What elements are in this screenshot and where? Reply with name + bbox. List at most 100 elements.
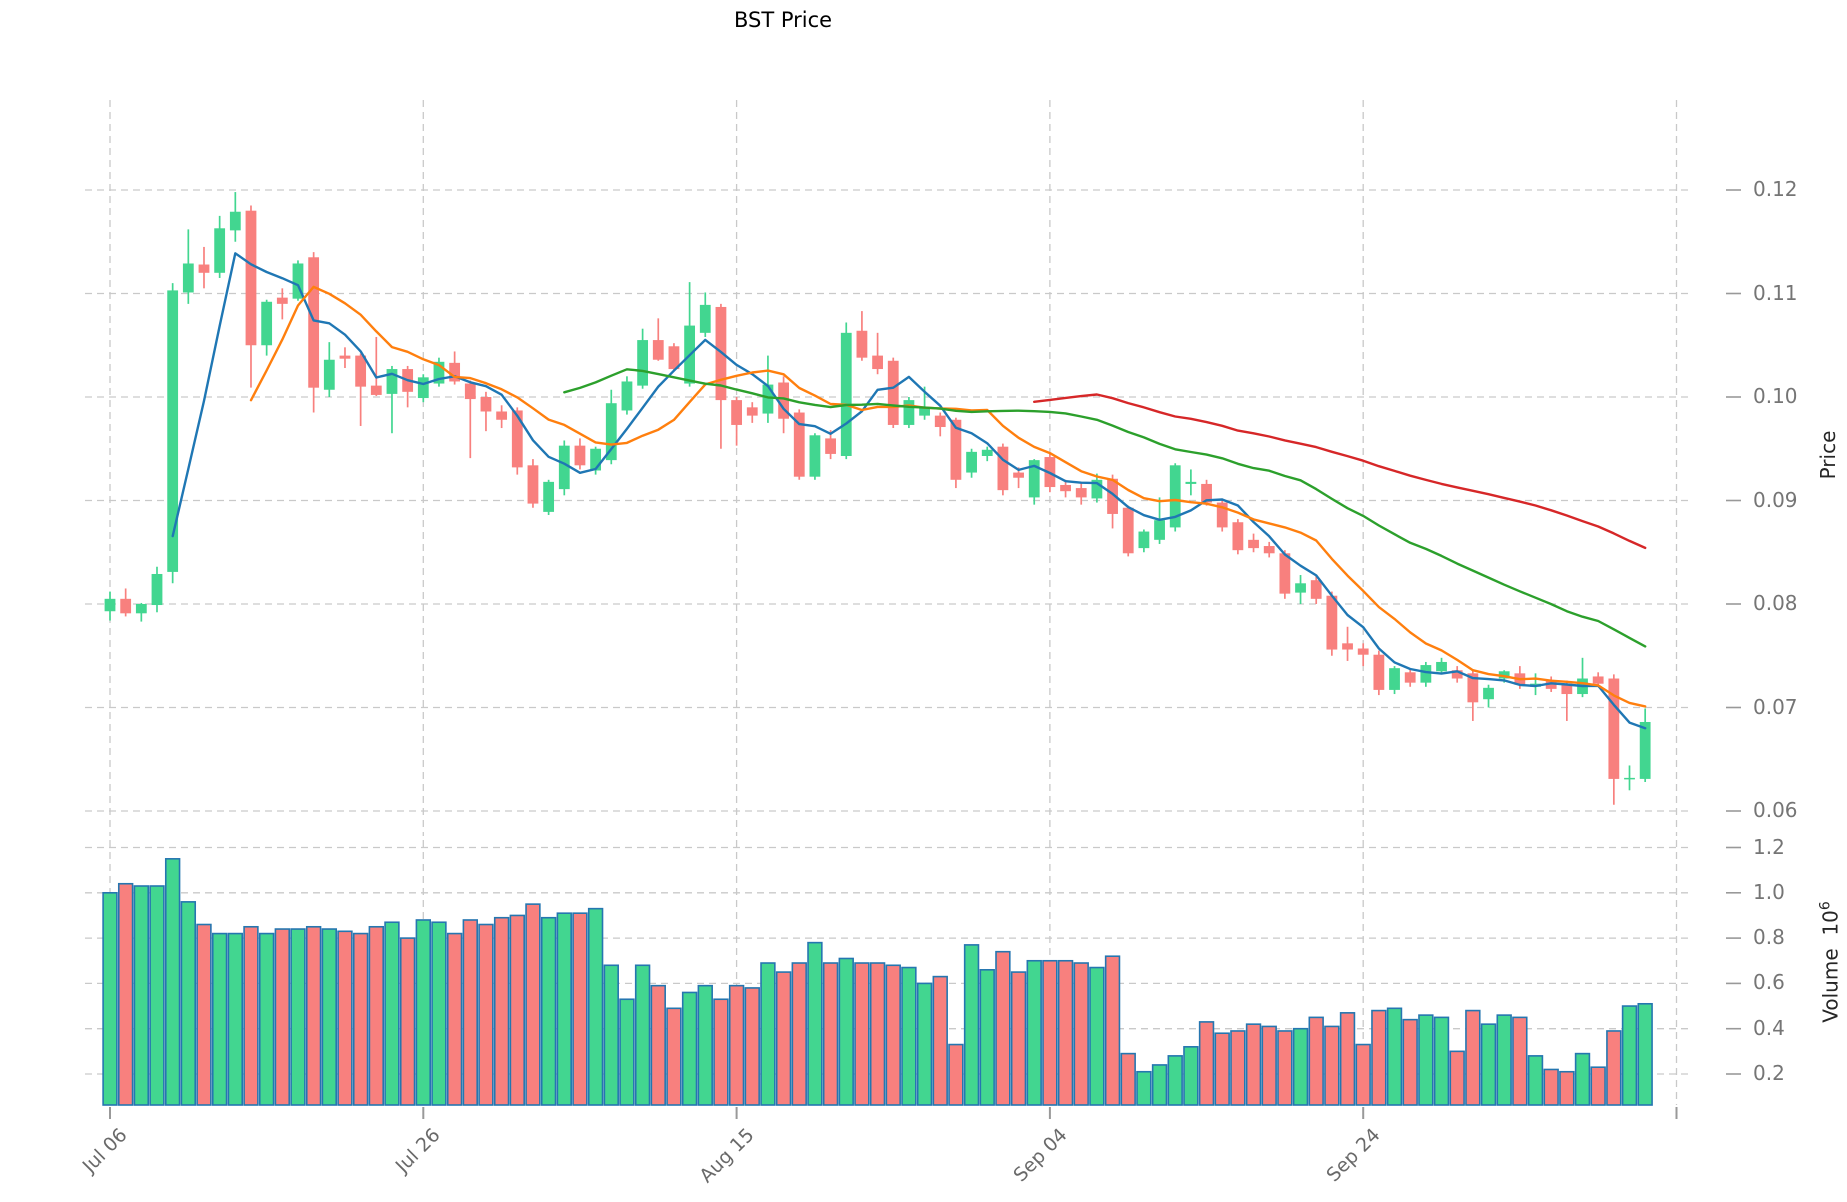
- volume-bar: [1042, 959, 1058, 1106]
- candle-body-down: [1013, 472, 1024, 478]
- volume-bar: [995, 950, 1011, 1106]
- candle-body-up: [417, 377, 429, 399]
- candle-body-down: [496, 411, 508, 420]
- volume-bar: [728, 984, 745, 1106]
- volume-bar: [1606, 1030, 1622, 1106]
- volume-bar: [556, 912, 572, 1106]
- volume-axis-title: Volume 106: [1818, 901, 1843, 1022]
- volume-bar: [963, 944, 980, 1106]
- candle-body-down: [1248, 539, 1259, 549]
- candle-body-down: [1060, 484, 1071, 492]
- candle-body-up: [1483, 687, 1494, 700]
- candle-body-up: [214, 228, 226, 273]
- price-axis-title: Price: [1816, 430, 1840, 480]
- volume-bar: [446, 932, 463, 1106]
- candle-body-up: [167, 290, 179, 572]
- volume-bar: [869, 962, 886, 1106]
- volume-tick-label: 0.6: [1753, 970, 1785, 995]
- price-tick-label: 0.06: [1753, 798, 1798, 822]
- price-tick-label: 0.07: [1753, 694, 1798, 719]
- candle-body-up: [182, 263, 194, 293]
- volume-bar: [1198, 1021, 1215, 1106]
- volume-bar: [1277, 1030, 1293, 1106]
- volume-bar: [1230, 1030, 1246, 1106]
- volume-bar: [1167, 1055, 1183, 1106]
- volume-axis-scale-exp: 6: [1817, 901, 1834, 911]
- candle-body-down: [245, 210, 257, 346]
- candle-body-down: [1545, 680, 1557, 689]
- volume-bar: [525, 903, 541, 1106]
- volume-bar: [1120, 1052, 1136, 1106]
- candle-body-up: [762, 384, 774, 414]
- candle-body-up: [558, 445, 570, 490]
- candle-body-down: [652, 340, 664, 360]
- candle-body-down: [1122, 507, 1134, 554]
- candle-body-down: [715, 306, 727, 401]
- candle-body-up: [323, 359, 335, 390]
- candle-bodies: [104, 210, 1651, 780]
- candle-body-down: [1404, 672, 1416, 683]
- candle-body-up: [1295, 583, 1306, 593]
- candle-body-up: [135, 604, 147, 614]
- price-tick-label: 0.11: [1753, 280, 1798, 305]
- candle-body-down: [511, 410, 523, 468]
- price-tick-label: 0.12: [1753, 177, 1798, 201]
- candle-body-down: [1279, 553, 1291, 594]
- volume-bar: [1339, 1012, 1356, 1106]
- volume-bar: [1136, 1070, 1152, 1106]
- volume-bar: [1480, 1023, 1497, 1106]
- candle-body-up: [1436, 661, 1447, 672]
- candle-body-down: [308, 257, 320, 388]
- volume-bar: [681, 991, 698, 1106]
- volume-bar: [1089, 966, 1105, 1106]
- volume-bar: [1621, 1005, 1638, 1106]
- candle-body-down: [731, 400, 742, 425]
- volume-bars: [102, 858, 1653, 1106]
- volume-bar: [1057, 959, 1074, 1106]
- candle-body-up: [1420, 665, 1432, 683]
- volume-bar: [493, 916, 510, 1106]
- candle-body-down: [856, 330, 868, 358]
- ma-line-30: [563, 368, 1647, 648]
- candle-body-down: [370, 385, 382, 395]
- volume-bar: [196, 923, 212, 1106]
- tick-marks: [109, 189, 1741, 1119]
- ma-line-60: [1032, 393, 1647, 550]
- candle-body-down: [1326, 595, 1338, 650]
- candle-body-up: [1154, 520, 1165, 540]
- volume-bar: [1261, 1025, 1277, 1106]
- volume-bar: [666, 1007, 682, 1106]
- candle-body-down: [1232, 522, 1244, 551]
- candle-body-down: [1216, 502, 1228, 528]
- volume-bar: [1574, 1052, 1591, 1106]
- candle-wicks: [109, 192, 1647, 805]
- volume-bar: [384, 921, 400, 1106]
- volume-bar: [1308, 1016, 1324, 1106]
- volume-bar: [431, 921, 447, 1106]
- candle-body-down: [1608, 678, 1620, 779]
- candle-body-down: [934, 415, 946, 428]
- volume-bar: [1496, 1014, 1512, 1106]
- volume-bar: [822, 962, 839, 1106]
- volume-bar: [1214, 1032, 1230, 1106]
- volume-axis-scale-base: 10: [1818, 910, 1843, 936]
- volume-bar: [149, 885, 165, 1106]
- volume-bar: [1073, 962, 1089, 1106]
- candle-body-down: [355, 355, 367, 387]
- candle-body-down: [198, 264, 210, 273]
- volume-bar: [650, 984, 666, 1106]
- candle-body-down: [997, 446, 1009, 491]
- candle-body-down: [1357, 648, 1369, 655]
- volume-tick-label: 1.0: [1753, 879, 1785, 904]
- candle-body-down: [887, 360, 899, 425]
- candle-body-up: [1138, 531, 1150, 549]
- candle-body-up: [919, 407, 930, 416]
- volume-bar: [337, 930, 353, 1106]
- volume-bar: [1637, 1002, 1653, 1106]
- volume-bar: [1151, 1064, 1168, 1106]
- volume-bar: [180, 901, 197, 1106]
- candle-body-down: [950, 419, 962, 480]
- volume-bar: [838, 957, 854, 1106]
